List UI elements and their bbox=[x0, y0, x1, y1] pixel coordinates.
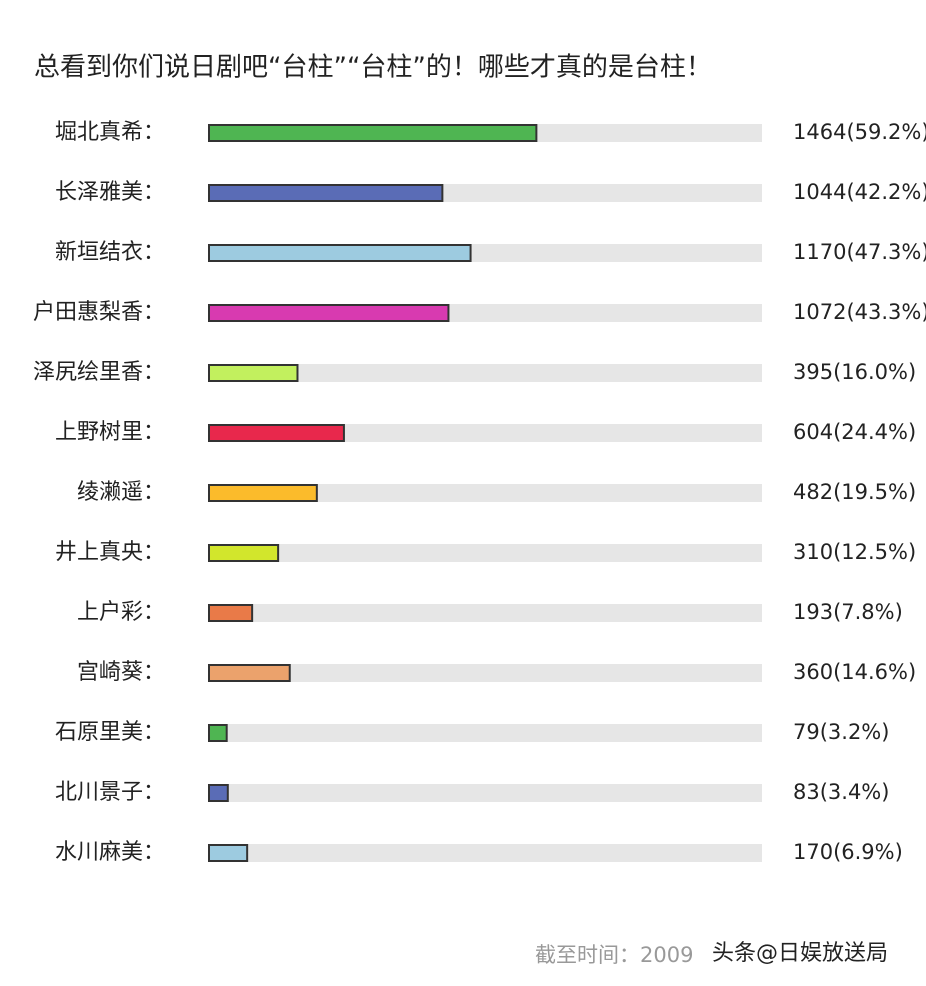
bar bbox=[208, 244, 472, 262]
bar-track bbox=[209, 724, 762, 742]
bar bbox=[208, 544, 280, 562]
chart-title: 总看到你们说日剧吧“台柱”“台柱”的！哪些才真的是台柱！ bbox=[34, 53, 712, 83]
bar-track bbox=[209, 364, 762, 382]
bar bbox=[208, 664, 291, 682]
category-label: 石原里美： bbox=[55, 720, 165, 745]
value-label: 1044(42.2%) bbox=[793, 180, 926, 204]
bar bbox=[208, 304, 450, 322]
bar bbox=[208, 424, 345, 442]
value-label: 193(7.8%) bbox=[793, 600, 903, 624]
bar-track bbox=[209, 784, 762, 802]
category-label: 上野树里： bbox=[55, 420, 165, 445]
value-label: 170(6.9%) bbox=[793, 840, 903, 864]
bar bbox=[208, 604, 254, 622]
bar bbox=[208, 484, 318, 502]
category-label: 井上真央： bbox=[55, 540, 165, 565]
value-label: 360(14.6%) bbox=[793, 660, 916, 684]
bar bbox=[208, 724, 228, 742]
category-label: 水川麻美： bbox=[55, 840, 165, 865]
bar-track bbox=[209, 484, 762, 502]
bar-track bbox=[209, 544, 762, 562]
category-label: 堀北真希： bbox=[55, 120, 165, 145]
category-label: 新垣结衣： bbox=[55, 240, 165, 265]
value-label: 482(19.5%) bbox=[793, 480, 916, 504]
value-label: 79(3.2%) bbox=[793, 720, 889, 744]
bar bbox=[208, 184, 444, 202]
value-label: 1170(47.3%) bbox=[793, 240, 926, 264]
value-label: 1464(59.2%) bbox=[793, 120, 926, 144]
value-label: 604(24.4%) bbox=[793, 420, 916, 444]
bar bbox=[208, 124, 538, 142]
watermark: 头条@日娱放送局 bbox=[712, 941, 888, 966]
bar bbox=[208, 364, 299, 382]
bar-track bbox=[209, 424, 762, 442]
value-label: 1072(43.3%) bbox=[793, 300, 926, 324]
bar-track bbox=[209, 604, 762, 622]
bar-track bbox=[209, 844, 762, 862]
category-label: 绫濑遥： bbox=[77, 480, 165, 505]
footer: 截至时间：2009 bbox=[535, 943, 693, 967]
category-label: 长泽雅美： bbox=[55, 180, 165, 205]
bar bbox=[208, 784, 229, 802]
bar bbox=[208, 844, 249, 862]
category-label: 北川景子： bbox=[55, 780, 165, 805]
category-label: 泽尻绘里香： bbox=[33, 360, 165, 385]
bar-track bbox=[209, 664, 762, 682]
category-label: 上户彩： bbox=[77, 600, 165, 625]
value-label: 310(12.5%) bbox=[793, 540, 916, 564]
value-label: 395(16.0%) bbox=[793, 360, 916, 384]
value-label: 83(3.4%) bbox=[793, 780, 889, 804]
category-label: 户田惠梨香： bbox=[33, 300, 165, 325]
category-label: 宫崎葵： bbox=[77, 660, 165, 685]
